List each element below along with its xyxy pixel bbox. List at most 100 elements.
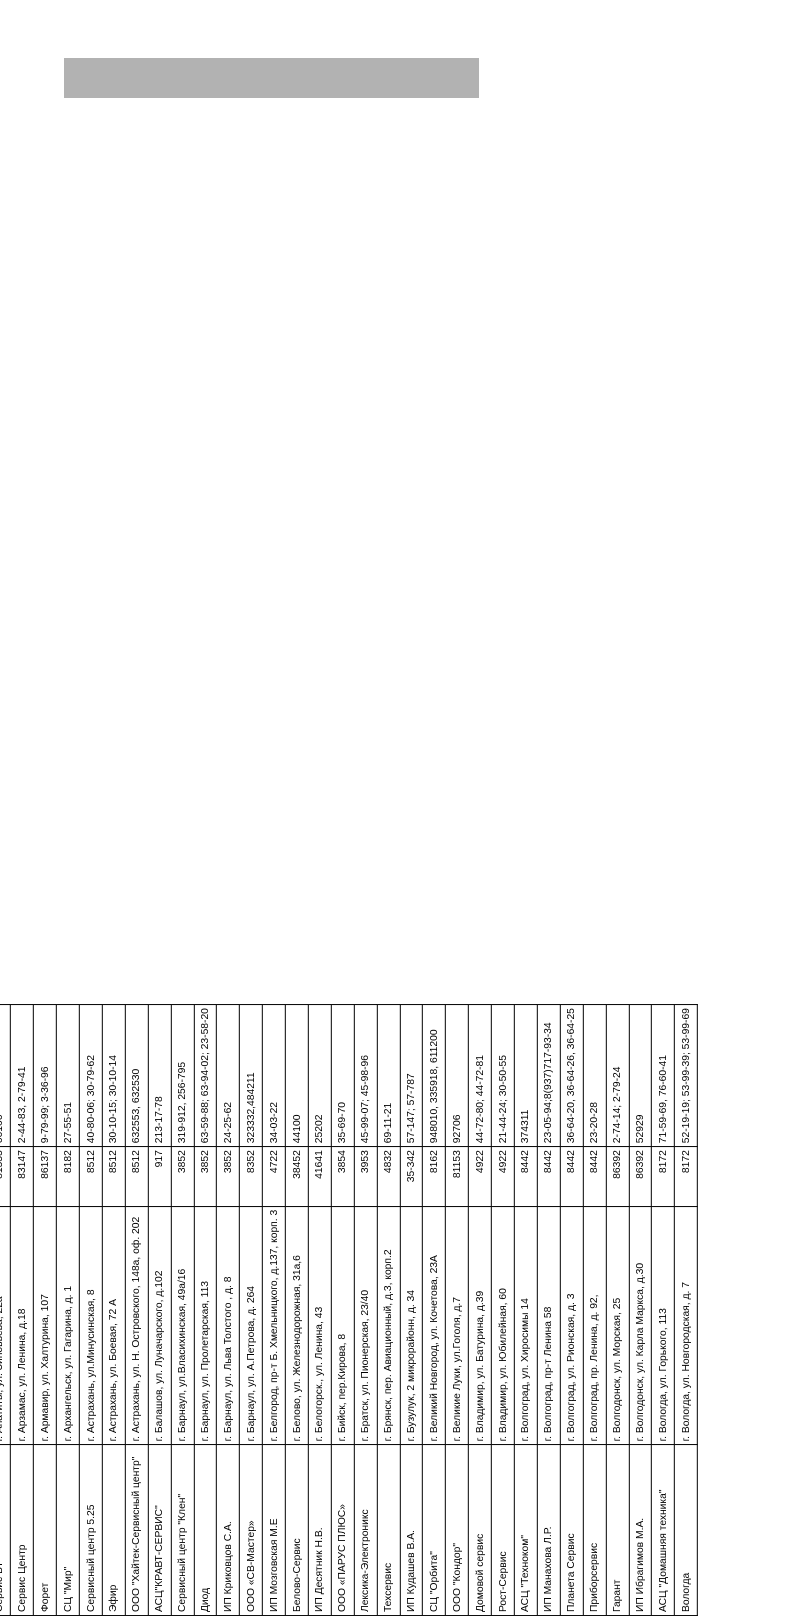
cell-address: г. Арзамас, ул. Ленина, д.18 — [10, 1205, 34, 1445]
cell-address: г. Бузулук, 2 микрорайонн, д. 34 — [399, 1205, 423, 1445]
cell-address: г. Астрахань, ул. Н. Островского, 148а, … — [125, 1205, 149, 1445]
cell-city-code: 86392 — [605, 1146, 629, 1206]
cell-address: г. Волгоград, ул. Рионская, д. 3 — [560, 1205, 584, 1445]
table-row: ООО "Кондор" г. Великие Луки, ул.Гоголя, … — [445, 1004, 469, 1616]
cell-address: г. Белогорск., ул. Ленина, 43 — [308, 1205, 332, 1445]
cell-address: г. Волгоград, пр. Ленина, д. 92, — [583, 1205, 606, 1445]
cell-phone: 30-10-15; 30-10-14 — [102, 1004, 126, 1147]
table-row: Сервисный центр 5.25 г. Астрахань, ул.Мин… — [79, 1004, 103, 1616]
cell-address: г. Братск, ул. Пионерская, 23/40 — [354, 1205, 378, 1445]
cell-name: ИП Криковцов С.А. — [216, 1444, 240, 1616]
table-row: Сервисный центр "Клен" г. Барнаул, ул.Вла… — [171, 1004, 194, 1616]
cell-name: СЦ "Мир" — [56, 1444, 80, 1616]
cell-phone: 23-05-94;8(937)717-93-34 — [537, 1004, 561, 1147]
table-row: ИП Мозговская М.Е г. Белгород, пр-т Б. Хм… — [262, 1004, 286, 1616]
table-row: СЦ "Мир" г. Архангельск, ул. Гагарина, д.… — [56, 1004, 80, 1616]
table-row: Сервис Центр г. Арзамас, ул. Ленина, д.18… — [10, 1004, 34, 1616]
cell-phone: 25202 — [308, 1004, 332, 1147]
cell-city-code: 8512 — [79, 1146, 103, 1206]
cell-name: ООО «ПАРУС ПЛЮС» — [331, 1444, 355, 1616]
cell-name: Техсервис — [377, 1444, 400, 1616]
cell-name: Приборсервис — [583, 1444, 606, 1616]
rotated-table-stage: Название Адрес Код города Телефон СЦ "Ре… — [0, 1003, 698, 1616]
cell-address: г. Барнаул, ул. Пролетарская, 113 — [193, 1205, 217, 1445]
table-row: Техсервис г. Брянск, пер. Авиационный, д.… — [377, 1004, 400, 1616]
cell-address: г. Великий Новгород, ул. Кочетова, 23А — [422, 1205, 446, 1445]
service-centers-table: Название Адрес Код города Телефон СЦ "Ре… — [0, 1003, 698, 1616]
cell-city-code: 8172 — [651, 1146, 675, 1206]
table-row: СЦ "Орбита" г. Великий Новгород, ул. Коче… — [422, 1004, 446, 1616]
cell-phone: 24-25-62 — [216, 1004, 240, 1147]
header-gray-banner — [64, 58, 479, 98]
cell-phone: 35-69-70 — [331, 1004, 355, 1147]
table-row: Сервис БТ г. Апатиты, ул. Зиновьева, 22а 8… — [0, 1004, 11, 1616]
cell-address: г. Апатиты, ул. Зиновьева, 22а — [0, 1205, 11, 1445]
cell-name: Рост-Сервис — [491, 1444, 515, 1616]
cell-phone: 44-72-80; 44-72-81 — [468, 1004, 492, 1147]
cell-address: г. Астрахань, ул.Минусинская, 8 — [79, 1205, 103, 1445]
cell-address: г. Владимир, ул. Юбилейная, 60 — [491, 1205, 515, 1445]
cell-city-code: 3953 — [354, 1146, 378, 1206]
cell-name: ООО «СВ-Мастер» — [239, 1444, 263, 1616]
cell-phone: 319-912, 256-795 — [171, 1004, 194, 1147]
cell-name: ИП Кудашев В.А. — [399, 1444, 423, 1616]
cell-phone: 36-64-20, 36-64-26, 36-64-25 — [560, 1004, 584, 1147]
cell-phone: 92706 — [445, 1004, 469, 1147]
table-body: СЦ "Ремонт электронной техники"г. Азнака… — [0, 1004, 698, 1616]
cell-name: Эфир — [102, 1444, 126, 1616]
cell-address: г. Вологда, ул. Новгородская, д. 7 — [674, 1205, 698, 1445]
cell-name: ИП Десятник Н.В. — [308, 1444, 332, 1616]
table-row: ИП Ибрагимов М.А. г. Волгодонск, ул. Карл… — [628, 1004, 652, 1616]
cell-city-code: 8172 — [674, 1146, 698, 1206]
table-row: Гарант г. Волгодонск, ул. Морская, 25 8639… — [605, 1004, 629, 1616]
cell-address: г. Волгоград, ул. Хиросимы 14 — [514, 1205, 538, 1445]
cell-city-code: 3852 — [216, 1146, 240, 1206]
cell-phone: 57-147; 57-787 — [399, 1004, 423, 1147]
cell-phone: 374311 — [514, 1004, 538, 1147]
cell-address: г. Владимир, ул. Батурина, д.39 — [468, 1205, 492, 1445]
cell-phone: 213-17-78 — [148, 1004, 171, 1147]
cell-address: г. Белово, ул. Железнодорожная, 31а,6 — [285, 1205, 309, 1445]
cell-phone: 44100 — [285, 1004, 309, 1147]
table-row: Рост-Сервис г. Владимир, ул. Юбилейная, 6… — [491, 1004, 515, 1616]
cell-phone: 948010, 335918, 611200 — [422, 1004, 446, 1147]
cell-name: АСЦ"КРАВТ-СЕРВИС" — [148, 1444, 171, 1616]
cell-address: г. Волгодонск, ул. Карла Маркса, д.30 — [628, 1205, 652, 1445]
cell-address: г. Архангельск, ул. Гагарина, д. 1 — [56, 1205, 80, 1445]
cell-name: ИП Манахова Л.Р. — [537, 1444, 561, 1616]
cell-city-code: 8512 — [125, 1146, 149, 1206]
cell-phone: 71-59-69, 76-60-41 — [651, 1004, 675, 1147]
table-row: Лексика-Электроникс г. Братск, ул. Пионер… — [354, 1004, 378, 1616]
cell-name: Сервис БТ — [0, 1444, 11, 1616]
table-row: Диод г. Барнаул, ул. Пролетарская, 113 385… — [193, 1004, 217, 1616]
table-row: Приборсервис г. Волгоград, пр. Ленина, д.… — [583, 1004, 606, 1616]
cell-phone: 21-44-24; 30-50-55 — [491, 1004, 515, 1147]
cell-city-code: 4832 — [377, 1146, 400, 1206]
cell-phone: 34-03-22 — [262, 1004, 286, 1147]
table-row: ИП Десятник Н.В. г. Белогорск., ул. Ленин… — [308, 1004, 332, 1616]
cell-address: г. Барнаул, ул. Льва Толстого , д. 8 — [216, 1205, 240, 1445]
cell-city-code: 3854 — [331, 1146, 355, 1206]
cell-address: г. Великие Луки, ул.Гоголя, д.7 — [445, 1205, 469, 1445]
cell-address: г. Балашов, ул. Луначарского, д.102 — [148, 1205, 171, 1445]
cell-phone: 45-99-07; 45-98-96 — [354, 1004, 378, 1147]
table-row: Белово-Сервис г. Белово, ул. Железнодорож… — [285, 1004, 309, 1616]
cell-address: г. Волгодонск, ул. Морская, 25 — [605, 1205, 629, 1445]
cell-phone: 63-59-88; 63-94-02; 23-58-20 — [193, 1004, 217, 1147]
table-row: ИП Криковцов С.А. г. Барнаул, ул. Льва То… — [216, 1004, 240, 1616]
cell-name: Сервисный центр "Клен" — [171, 1444, 194, 1616]
cell-name: АСЦ "Техноком" — [514, 1444, 538, 1616]
cell-city-code: 38452 — [285, 1146, 309, 1206]
cell-city-code: 8182 — [56, 1146, 80, 1206]
cell-phone: 40-80-06; 30-79-62 — [79, 1004, 103, 1147]
cell-name: АСЦ "Домашняя техника" — [651, 1444, 675, 1616]
table-row: ООО «СВ-Мастер» г. Барнаул, ул. А.Петрова… — [239, 1004, 263, 1616]
cell-city-code: 917 — [148, 1146, 171, 1206]
cell-name: Диод — [193, 1444, 217, 1616]
table-row: Эфир г. Астрахань, ул. Боевая, 72 А 8512 30… — [102, 1004, 126, 1616]
cell-city-code: 4922 — [468, 1146, 492, 1206]
cell-address: г. Белгород, пр-т Б. Хмельницкого, д.137… — [262, 1205, 286, 1445]
table-row: Домовой сервис г. Владимир, ул. Батурина,… — [468, 1004, 492, 1616]
cell-phone: 52929 — [628, 1004, 652, 1147]
